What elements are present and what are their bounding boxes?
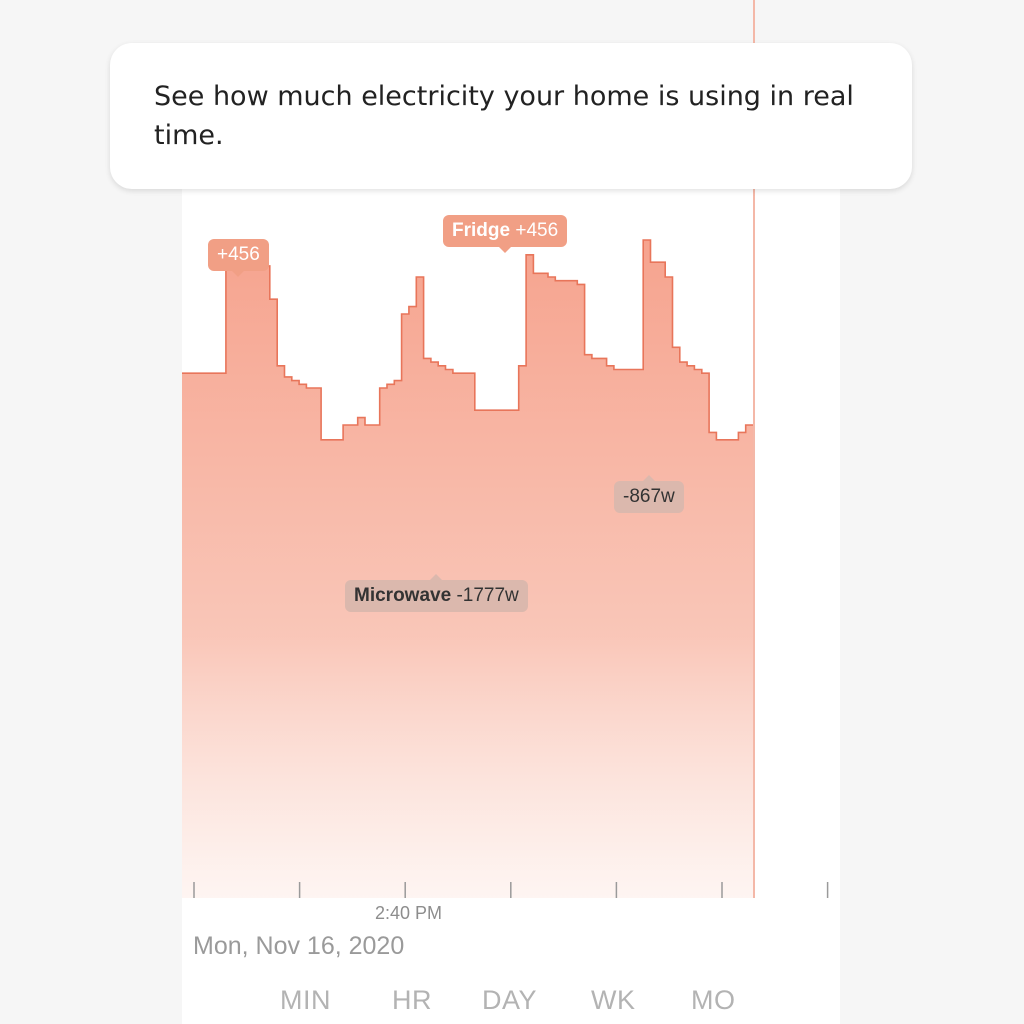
date-label: Mon, Nov 16, 2020 [193, 932, 405, 960]
range-selector: MIN HR DAY WK MO [182, 985, 840, 1024]
onboarding-tooltip: See how much electricity your home is us… [110, 43, 912, 189]
annotation-device: Microwave [354, 585, 452, 606]
x-tick-label: 2:40 PM [375, 903, 443, 923]
current-time-line [753, 0, 755, 898]
usage-line [182, 239, 753, 441]
range-tab-mo[interactable]: MO [691, 985, 736, 1015]
range-tab-day[interactable]: DAY [482, 985, 538, 1015]
annotation-badge-fridge[interactable]: Fridge +456 [443, 215, 568, 253]
annotation-value: -867w [623, 486, 675, 507]
annotation-badge[interactable]: -867w [614, 475, 684, 513]
annotation-badge[interactable]: +456 [208, 239, 269, 277]
usage-area [182, 240, 753, 898]
range-tab-hr[interactable]: HR [392, 985, 432, 1015]
annotation-device: Fridge [452, 220, 511, 241]
annotation-value: +456 [217, 244, 260, 265]
annotation-value: +456 [515, 220, 559, 241]
tooltip-text: See how much electricity your home is us… [154, 81, 854, 151]
range-tab-wk[interactable]: WK [591, 985, 636, 1015]
annotation-badge-microwave[interactable]: Microwave -1777w [345, 574, 528, 612]
annotation-value: -1777w [456, 585, 519, 606]
range-tab-min[interactable]: MIN [280, 985, 331, 1015]
